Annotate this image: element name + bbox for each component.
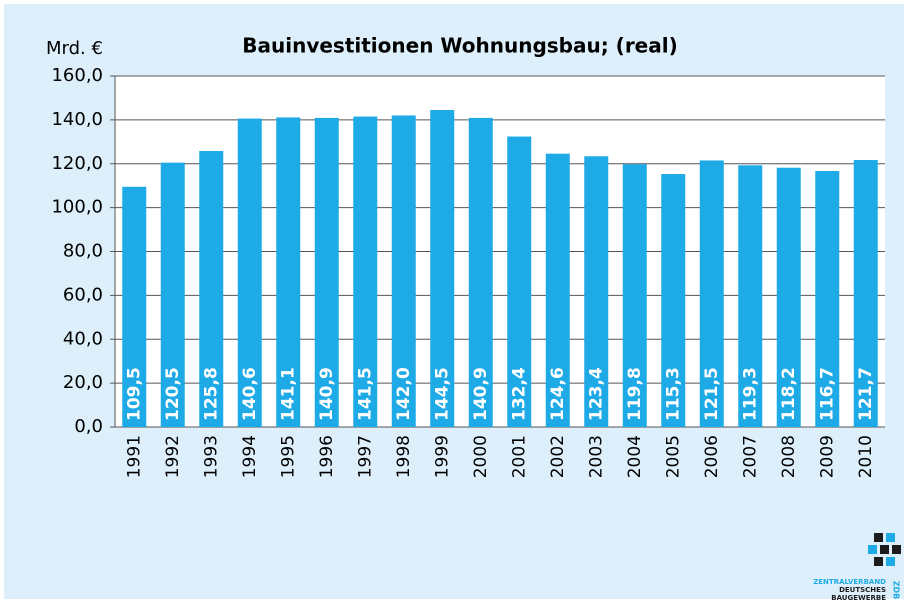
bar xyxy=(738,165,763,427)
value-label: 140,9 xyxy=(471,367,491,421)
value-label: 141,5 xyxy=(355,367,375,421)
value-label: 140,6 xyxy=(240,367,260,421)
x-tick-label: 2004 xyxy=(625,435,645,478)
value-label: 140,9 xyxy=(317,367,337,421)
y-tick-label: 40,0 xyxy=(63,328,103,349)
x-tick-label: 2010 xyxy=(856,435,876,478)
value-label: 120,5 xyxy=(163,367,183,421)
x-tick-label: 1992 xyxy=(163,435,183,478)
value-label: 121,7 xyxy=(856,367,876,421)
bar xyxy=(622,164,647,427)
value-label: 119,3 xyxy=(740,367,760,421)
y-tick-label: 100,0 xyxy=(51,197,103,218)
bar xyxy=(661,174,686,427)
y-tick-label: 60,0 xyxy=(63,284,103,305)
logo-text: DEUTSCHES xyxy=(839,586,886,594)
value-label: 132,4 xyxy=(509,367,529,421)
x-tick-label: 1994 xyxy=(240,435,260,478)
bar xyxy=(430,110,455,428)
logo-text: ZENTRALVERBAND xyxy=(813,578,886,586)
y-tick-label: 0,0 xyxy=(74,416,103,437)
value-label: 144,5 xyxy=(432,367,452,421)
bar xyxy=(237,118,262,427)
value-label: 123,4 xyxy=(586,367,606,421)
x-tick-label: 1991 xyxy=(124,435,144,478)
bar xyxy=(391,115,416,428)
y-tick-label: 160,0 xyxy=(51,65,103,86)
bar xyxy=(199,151,224,427)
value-label: 124,6 xyxy=(548,367,568,421)
y-axis-label: Mrd. € xyxy=(46,38,103,59)
bar xyxy=(122,186,147,427)
value-label: 115,3 xyxy=(663,367,683,421)
bar xyxy=(545,153,570,427)
bar xyxy=(815,170,840,427)
value-label: 142,0 xyxy=(394,367,414,421)
y-tick-label: 80,0 xyxy=(63,241,103,262)
x-tick-label: 2006 xyxy=(702,435,722,478)
x-tick-label: 1997 xyxy=(355,435,375,478)
bar xyxy=(853,160,878,427)
logo: ZENTRALVERBAND DEUTSCHES BAUGEWERBE ZDB xyxy=(813,533,901,602)
x-tick-label: 2005 xyxy=(663,435,683,478)
x-tick-label: 2007 xyxy=(740,435,760,478)
x-tick-label: 2009 xyxy=(817,435,837,478)
value-label: 141,1 xyxy=(278,367,298,421)
value-label: 121,5 xyxy=(702,367,722,421)
bar xyxy=(776,167,801,428)
bar xyxy=(353,116,378,427)
x-tick-label: 2001 xyxy=(509,435,529,478)
logo-cubes xyxy=(868,533,901,566)
bar xyxy=(507,136,532,428)
logo-abbr: ZDB xyxy=(892,581,901,600)
x-tick-label: 2000 xyxy=(471,435,491,478)
x-tick-label: 1996 xyxy=(317,435,337,478)
bar xyxy=(584,156,609,427)
x-tick-label: 1995 xyxy=(278,435,298,478)
x-tick-label: 1998 xyxy=(394,435,414,478)
bar xyxy=(314,117,339,427)
bar xyxy=(160,162,185,427)
x-tick-label: 2002 xyxy=(548,435,568,478)
y-tick-label: 120,0 xyxy=(51,153,103,174)
chart-title: Bauinvestitionen Wohnungsbau; (real) xyxy=(242,34,678,58)
value-label: 125,8 xyxy=(201,367,221,421)
value-label: 118,2 xyxy=(779,367,799,421)
value-label: 119,8 xyxy=(625,367,645,421)
y-tick-label: 140,0 xyxy=(51,109,103,130)
x-tick-label: 2003 xyxy=(586,435,606,478)
bar xyxy=(699,160,724,427)
x-tick-label: 1993 xyxy=(201,435,221,478)
value-label: 109,5 xyxy=(124,367,144,421)
y-tick-label: 20,0 xyxy=(63,372,103,393)
bar xyxy=(276,117,301,427)
x-tick-label: 2008 xyxy=(779,435,799,478)
logo-text: BAUGEWERBE xyxy=(831,594,886,602)
bar xyxy=(468,117,493,427)
x-tick-label: 1999 xyxy=(432,435,452,478)
value-label: 116,7 xyxy=(817,367,837,421)
